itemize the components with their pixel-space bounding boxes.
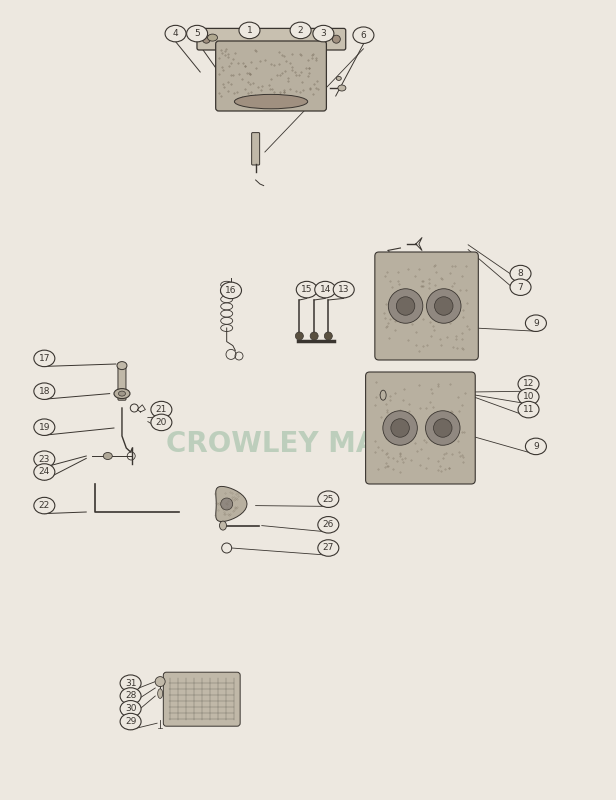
Text: 28: 28 (125, 691, 136, 701)
Ellipse shape (336, 76, 341, 81)
Ellipse shape (114, 389, 130, 398)
Text: 21: 21 (156, 405, 167, 414)
Text: 9: 9 (533, 442, 539, 451)
Ellipse shape (518, 376, 539, 392)
Text: 31: 31 (125, 678, 136, 688)
Ellipse shape (34, 451, 55, 467)
Circle shape (221, 498, 233, 510)
Circle shape (391, 418, 409, 438)
Ellipse shape (208, 34, 217, 41)
Ellipse shape (525, 438, 546, 454)
Ellipse shape (158, 689, 163, 698)
Ellipse shape (333, 35, 340, 43)
Ellipse shape (510, 279, 531, 295)
Circle shape (155, 677, 165, 686)
Ellipse shape (120, 688, 141, 704)
Circle shape (310, 332, 318, 340)
Text: 5: 5 (194, 29, 200, 38)
Text: 9: 9 (533, 318, 539, 328)
Ellipse shape (296, 282, 317, 298)
Circle shape (325, 332, 332, 340)
FancyBboxPatch shape (375, 252, 478, 360)
Circle shape (396, 297, 415, 315)
Text: 15: 15 (301, 285, 312, 294)
FancyBboxPatch shape (163, 672, 240, 726)
Text: 23: 23 (39, 454, 50, 464)
Circle shape (296, 332, 303, 340)
Ellipse shape (34, 464, 55, 480)
Ellipse shape (151, 414, 172, 430)
FancyBboxPatch shape (118, 365, 126, 400)
Text: CROWLEY MARINE: CROWLEY MARINE (166, 430, 450, 458)
Ellipse shape (165, 26, 186, 42)
Ellipse shape (219, 521, 227, 530)
Text: 20: 20 (156, 418, 167, 427)
Ellipse shape (234, 94, 307, 109)
Ellipse shape (221, 282, 241, 298)
Ellipse shape (187, 26, 208, 42)
Polygon shape (216, 486, 247, 522)
Circle shape (426, 410, 460, 446)
Text: 12: 12 (523, 379, 534, 389)
Text: 8: 8 (517, 269, 524, 278)
Ellipse shape (34, 419, 55, 435)
Text: 1: 1 (246, 26, 253, 35)
Ellipse shape (34, 383, 55, 399)
Ellipse shape (380, 390, 386, 400)
Text: 26: 26 (323, 520, 334, 530)
Ellipse shape (525, 315, 546, 331)
Ellipse shape (117, 362, 127, 370)
Text: 29: 29 (125, 717, 136, 726)
Text: 2: 2 (298, 26, 304, 35)
Ellipse shape (203, 35, 210, 43)
Text: 30: 30 (125, 704, 136, 714)
Text: 10: 10 (523, 392, 534, 402)
Text: 13: 13 (338, 285, 349, 294)
Text: 17: 17 (39, 354, 50, 363)
Ellipse shape (518, 402, 539, 418)
Ellipse shape (313, 26, 334, 42)
Ellipse shape (518, 389, 539, 405)
Ellipse shape (315, 282, 336, 298)
Text: 7: 7 (517, 282, 524, 292)
Ellipse shape (318, 517, 339, 533)
Ellipse shape (318, 491, 339, 507)
Text: 24: 24 (39, 467, 50, 477)
Ellipse shape (151, 402, 172, 418)
Text: 11: 11 (523, 405, 534, 414)
Ellipse shape (318, 540, 339, 556)
Ellipse shape (34, 498, 55, 514)
Text: 14: 14 (320, 285, 331, 294)
Ellipse shape (118, 391, 126, 396)
Text: 4: 4 (172, 29, 179, 38)
Ellipse shape (353, 27, 374, 43)
Text: 6: 6 (360, 30, 367, 40)
Circle shape (434, 418, 452, 438)
Circle shape (426, 289, 461, 323)
Ellipse shape (239, 22, 260, 38)
FancyBboxPatch shape (366, 372, 475, 484)
Ellipse shape (120, 701, 141, 717)
Text: 22: 22 (39, 501, 50, 510)
Ellipse shape (338, 85, 346, 91)
Text: 16: 16 (225, 286, 237, 295)
Text: 19: 19 (39, 422, 50, 432)
Ellipse shape (333, 282, 354, 298)
Ellipse shape (510, 266, 531, 282)
Ellipse shape (290, 22, 311, 38)
Text: 3: 3 (320, 29, 326, 38)
Ellipse shape (34, 350, 55, 366)
FancyBboxPatch shape (252, 133, 259, 165)
Circle shape (434, 297, 453, 315)
Circle shape (383, 410, 418, 446)
FancyBboxPatch shape (197, 28, 346, 50)
Text: 25: 25 (323, 494, 334, 504)
Text: 27: 27 (323, 543, 334, 553)
FancyBboxPatch shape (216, 41, 326, 111)
Ellipse shape (120, 675, 141, 691)
Ellipse shape (120, 714, 141, 730)
Text: 18: 18 (39, 386, 50, 396)
Circle shape (388, 289, 423, 323)
Ellipse shape (103, 453, 112, 459)
